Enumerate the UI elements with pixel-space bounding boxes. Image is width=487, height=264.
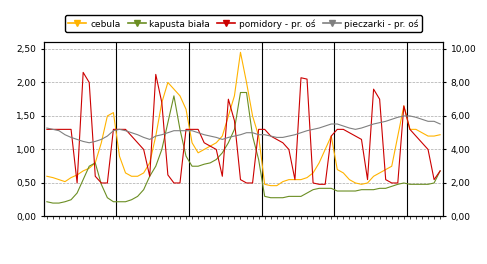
Legend: cebula, kapusta biała, pomidory - pr. oś, pieczarki - pr. oś: cebula, kapusta biała, pomidory - pr. oś…	[65, 15, 422, 32]
